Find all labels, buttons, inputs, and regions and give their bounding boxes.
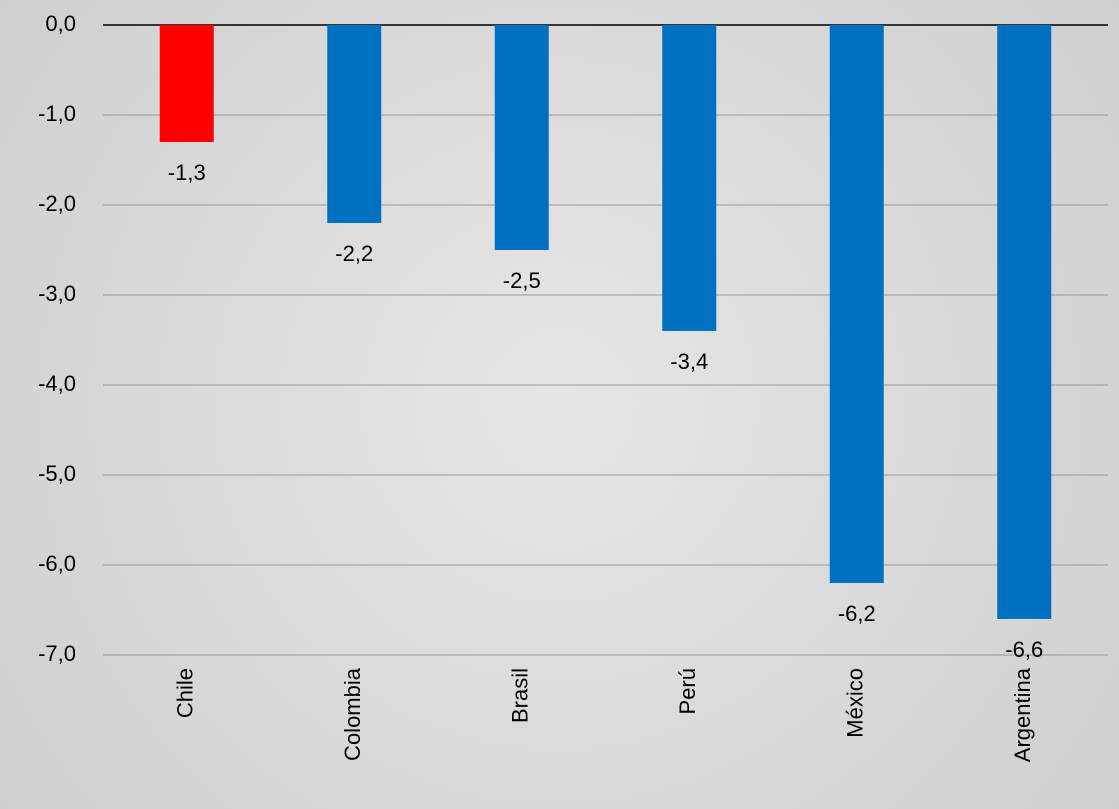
y-tick-label: -5,0	[38, 461, 76, 486]
bar	[327, 25, 381, 223]
data-label: -1,3	[168, 160, 206, 185]
x-tick-label: Colombia	[340, 667, 365, 761]
y-tick-label: -7,0	[38, 641, 76, 666]
y-tick-label: -3,0	[38, 281, 76, 306]
data-label: -2,5	[503, 268, 541, 293]
x-tick-label: Brasil	[508, 668, 533, 723]
y-tick-label: -6,0	[38, 551, 76, 576]
y-tick-label: -2,0	[38, 191, 76, 216]
bar	[160, 25, 214, 142]
bar	[662, 25, 716, 331]
data-label: -3,4	[670, 349, 708, 374]
chart: 0,0 -1,0 -2,0 -3,0 -4,0 -5,0 -6,0 -7,0 -1,3 Chile…	[0, 0, 1119, 809]
y-tick-label: 0,0	[45, 11, 76, 36]
data-label: -6,2	[838, 601, 876, 626]
x-tick-label: Argentina	[1010, 667, 1035, 762]
bar	[830, 25, 884, 583]
x-tick-label: Perú	[675, 668, 700, 714]
x-tick-label: Chile	[173, 668, 198, 718]
bar	[495, 25, 549, 250]
x-tick-label: México	[843, 668, 868, 738]
y-tick-label: -4,0	[38, 371, 76, 396]
data-label: -6,6	[1005, 637, 1043, 662]
data-label: -2,2	[335, 241, 373, 266]
bar	[997, 25, 1051, 619]
y-tick-label: -1,0	[38, 101, 76, 126]
